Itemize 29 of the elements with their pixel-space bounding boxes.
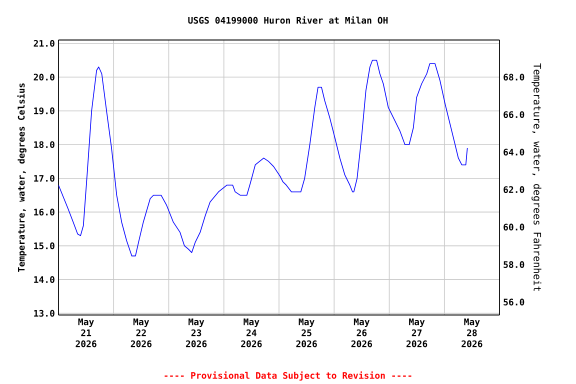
x-tick-label: May 21 2026 — [76, 318, 96, 348]
y-tick-label: 21.0 — [34, 40, 54, 47]
x-tick-label: May 25 2026 — [296, 318, 317, 348]
y-tick-label: 20.0 — [34, 74, 54, 81]
y2-axis-title: Temperature, water, degrees Fahrenheit — [532, 63, 542, 291]
x-tick-label: May 28 2026 — [462, 318, 482, 348]
chart-title: USGS 04199000 Huron River at Milan OH — [188, 16, 388, 24]
y2-tick-label: 64.0 — [504, 148, 524, 156]
y-tick-label: 18.0 — [34, 141, 54, 148]
y-tick-label: 19.0 — [34, 107, 54, 114]
y2-tick-label: 56.0 — [504, 298, 524, 306]
y-tick-label: 16.0 — [34, 208, 54, 216]
y2-tick-label: 60.0 — [504, 224, 524, 230]
y-tick-label: 13.0 — [34, 310, 54, 317]
x-tick-label: May 27 2026 — [406, 318, 428, 348]
y-tick-label: 15.0 — [34, 242, 54, 250]
y2-tick-label: 68.0 — [504, 74, 524, 81]
y2-tick-label: 62.0 — [504, 186, 524, 194]
x-tick-label: May 23 2026 — [186, 318, 207, 348]
x-tick-label: May 26 2026 — [351, 318, 372, 348]
y-tick-label: 14.0 — [34, 276, 54, 283]
text: ---- Provisional Data Subject to Revision ---- — [164, 371, 412, 381]
x-tick-label: May 22 2026 — [130, 318, 152, 348]
line-series — [58, 60, 468, 256]
y2-tick-label: 58.0 — [504, 261, 524, 268]
y-tick-label: 17.0 — [34, 174, 54, 182]
x-tick-label: May 24 2026 — [241, 318, 262, 348]
y2-tick-label: 66.0 — [504, 111, 524, 118]
y-axis-title: Temperature, water, degrees Celsius — [17, 83, 26, 272]
